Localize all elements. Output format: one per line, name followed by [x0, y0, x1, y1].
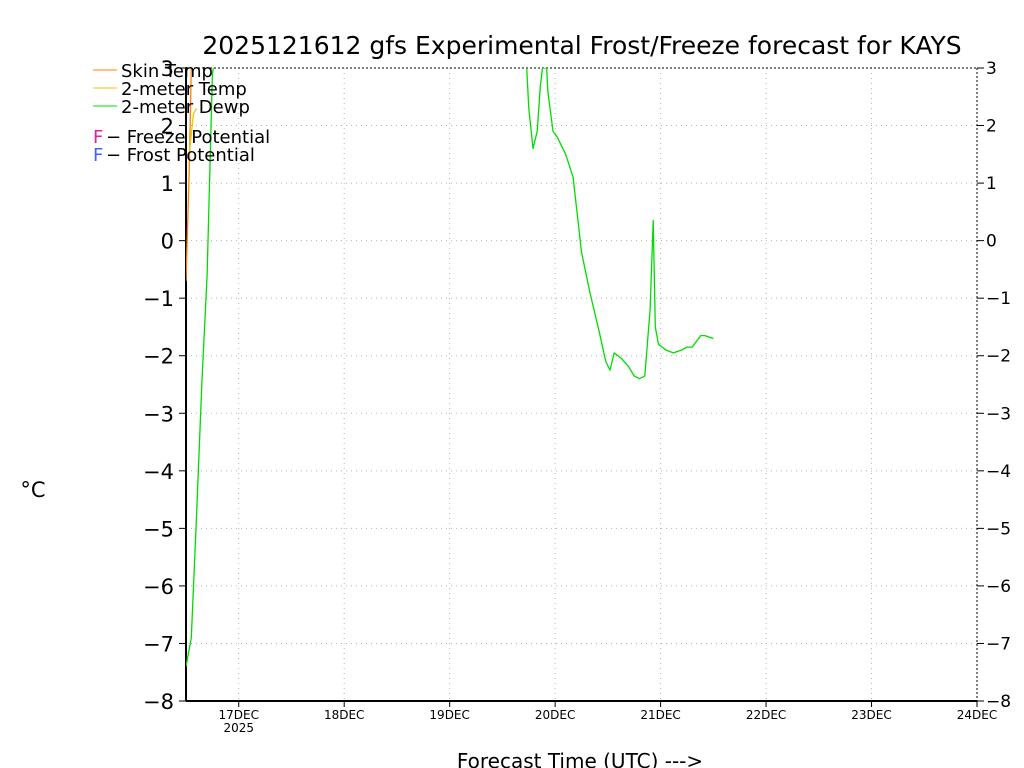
x-axis-label: Forecast Time (UTC) --->	[457, 749, 703, 768]
legend-label: 2-meter Dewp	[121, 97, 250, 118]
series-line-2-meter-temp	[188, 107, 198, 155]
y-tick-label-left: −6	[143, 575, 174, 599]
legend-potential-label: − Freeze Potential	[106, 127, 270, 148]
y-tick-label-right: 1	[986, 174, 997, 194]
y-tick-label-left: 1	[161, 172, 174, 196]
y-tick-label-left: 3	[161, 57, 174, 81]
y-axis-ticks: 3 3 2 2 1 1 0 0 −1 −1 −2 −2 −3 −3 −4 −4 −5 −5 −6 −6 −7 −7 −8 −8	[143, 57, 1011, 714]
series-line-skin-temp	[186, 68, 192, 281]
y-tick-label-right: −8	[986, 692, 1011, 712]
y-axis-label: °C	[20, 478, 45, 502]
series-lines	[186, 68, 714, 667]
y-tick-label-left: 0	[161, 230, 174, 254]
plot-frame	[185, 67, 978, 702]
y-tick-label-left: −2	[143, 345, 174, 369]
x-tick-label: 21DEC	[640, 708, 680, 722]
legend-label: 2-meter Temp	[121, 79, 247, 100]
y-tick-label-left: −1	[143, 287, 174, 311]
legend-potential-letter: F	[93, 145, 103, 166]
legend-potential-letter: F	[93, 127, 103, 148]
x-tick-label: 20DEC	[535, 708, 575, 722]
y-tick-label-right: −2	[986, 347, 1011, 367]
x-tick-label: 22DEC	[746, 708, 786, 722]
grid	[186, 68, 977, 701]
y-tick-label-left: −5	[143, 517, 174, 541]
x-tick-label: 23DEC	[851, 708, 891, 722]
x-tick-label: 24DEC	[957, 708, 997, 722]
legend-label: Skin Temp	[121, 61, 213, 82]
y-tick-label-right: −5	[986, 519, 1011, 539]
y-tick-label-right: 0	[986, 232, 997, 252]
y-tick-label-right: −1	[986, 289, 1011, 309]
y-tick-label-right: −3	[986, 404, 1011, 424]
y-tick-label-right: 3	[986, 59, 997, 79]
y-tick-label-left: −8	[143, 690, 174, 714]
y-tick-label-right: 2	[986, 117, 997, 137]
x-tick-label: 19DEC	[429, 708, 469, 722]
y-tick-label-right: −7	[986, 634, 1011, 654]
y-tick-label-left: −7	[143, 632, 174, 656]
chart-title: 2025121612 gfs Experimental Frost/Freeze…	[202, 31, 961, 60]
y-tick-label-left: −4	[143, 460, 174, 484]
y-tick-label-right: −4	[986, 462, 1011, 482]
legend-potential-label: − Frost Potential	[106, 145, 255, 166]
y-tick-label-left: −3	[143, 402, 174, 426]
series-line-2-meter-dewp	[186, 68, 714, 667]
x-tick-label: 18DEC	[324, 708, 364, 722]
x-tick-sublabel: 2025	[223, 721, 254, 735]
y-tick-label-left: 2	[161, 115, 174, 139]
y-tick-label-right: −6	[986, 577, 1011, 597]
x-tick-label: 17DEC	[218, 708, 258, 722]
